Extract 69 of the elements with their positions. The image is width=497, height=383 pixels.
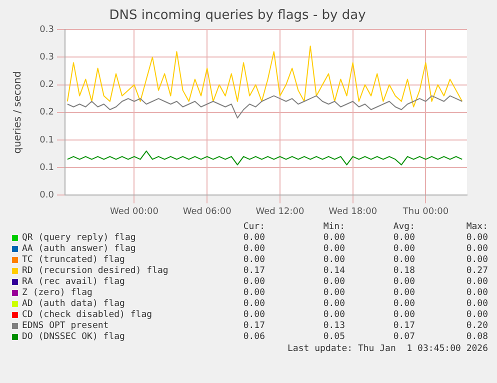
text: 0.00 xyxy=(323,310,345,320)
y-tick-label: 0.3 xyxy=(40,52,54,63)
text: Min: xyxy=(323,222,345,232)
text: 0.00 xyxy=(466,244,488,254)
text: 0.00 xyxy=(393,288,415,298)
legend-label: EDNS OPT present xyxy=(22,321,109,331)
y-tick-label: 0.2 xyxy=(40,108,54,118)
text: 0.00 xyxy=(393,277,415,287)
chart-title: DNS incoming queries by flags - by day xyxy=(109,8,366,24)
text: 0.07 xyxy=(393,332,415,342)
legend-label: RA (rec avail) flag xyxy=(22,277,125,287)
text: Last update: Thu Jan 1 03:45:00 2026 xyxy=(288,344,488,354)
text: 0.00 xyxy=(243,288,265,298)
text: 0.00 xyxy=(466,310,488,320)
text: 0.00 xyxy=(466,233,488,243)
text: 0.00 xyxy=(323,255,345,265)
x-tick-label: Wed 00:00 xyxy=(110,206,159,217)
text: 0.00 xyxy=(323,288,345,298)
text: 0.00 xyxy=(323,244,345,254)
text: 0.00 xyxy=(393,233,415,243)
text: Max: xyxy=(466,222,488,232)
text: 0.00 xyxy=(243,244,265,254)
y-tick-label: 0.1 xyxy=(40,135,54,146)
text: 0.06 xyxy=(243,332,265,342)
text: 0.27 xyxy=(466,266,488,276)
legend-label: Z (zero) flag xyxy=(22,288,92,298)
text: 0.00 xyxy=(466,288,488,298)
text: 0.00 xyxy=(243,255,265,265)
x-tick-label: Wed 18:00 xyxy=(328,206,378,217)
legend-label: DO (DNSSEC OK) flag xyxy=(22,332,125,342)
text: 0.00 xyxy=(466,255,488,265)
text: 0.00 xyxy=(393,299,415,309)
text: 0.20 xyxy=(466,321,488,331)
text: 0.00 xyxy=(393,255,415,265)
legend-label: AD (auth data) flag xyxy=(22,299,125,309)
y-tick-label: 0.3 xyxy=(40,24,54,35)
text: 0.17 xyxy=(393,321,415,331)
legend-label: CD (check disabled) flag xyxy=(22,310,152,320)
legend-label: RD (recursion desired) flag xyxy=(22,266,168,276)
text: Avg: xyxy=(393,222,415,232)
x-tick-label: Wed 12:00 xyxy=(256,206,304,217)
text: 0.05 xyxy=(323,332,345,342)
text: 0.14 xyxy=(323,266,345,276)
text: 0.00 xyxy=(243,299,265,309)
y-tick-label: 0.1 xyxy=(40,162,54,173)
x-tick-label: Wed 06:00 xyxy=(182,206,232,217)
text: Cur: xyxy=(243,222,265,232)
text: 0.17 xyxy=(243,266,265,276)
text: 0.17 xyxy=(243,321,265,331)
text: 0.13 xyxy=(323,321,345,331)
y-tick-label: 0.0 xyxy=(40,190,54,201)
legend-label: QR (query reply) flag xyxy=(22,233,136,243)
text: 0.00 xyxy=(466,299,488,309)
y-tick-label: 0.2 xyxy=(40,80,54,90)
text: 0.00 xyxy=(323,299,345,309)
text: 0.00 xyxy=(466,277,488,287)
text: 0.00 xyxy=(393,310,415,320)
legend-label: TC (truncated) flag xyxy=(22,255,125,265)
text: 0.00 xyxy=(243,233,265,243)
text: 0.00 xyxy=(243,310,265,320)
text: 0.00 xyxy=(393,244,415,254)
legend-label: AA (auth answer) flag xyxy=(22,244,136,254)
text: 0.00 xyxy=(323,233,345,243)
text: 0.00 xyxy=(243,277,265,287)
text: 0.00 xyxy=(323,277,345,287)
y-axis-title: queries / second xyxy=(12,71,24,154)
text: 0.18 xyxy=(393,266,415,276)
x-tick-label: Thu 00:00 xyxy=(402,206,449,217)
text: 0.08 xyxy=(466,332,488,342)
